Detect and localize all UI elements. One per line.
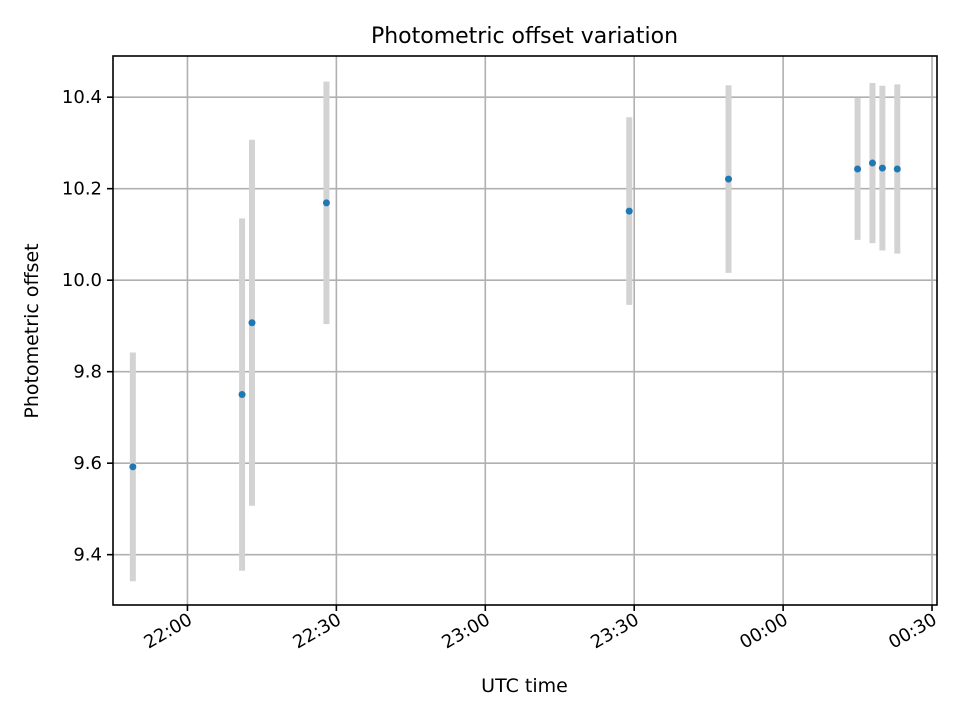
data-point bbox=[878, 164, 886, 172]
data-point bbox=[725, 175, 733, 183]
y-tick-label: 10.4 bbox=[62, 87, 102, 108]
y-axis-label: Photometric offset bbox=[21, 243, 43, 418]
data-point bbox=[893, 165, 901, 173]
data-point bbox=[322, 199, 330, 207]
data-point bbox=[868, 159, 876, 167]
x-axis-label: UTC time bbox=[481, 675, 568, 697]
y-tick-label: 9.6 bbox=[73, 453, 102, 474]
data-point bbox=[238, 391, 246, 399]
axis-ticks: 22:00 22:30 23:00 23:30 00:00 00:30 9.4 9.6 9.8 1… bbox=[62, 87, 941, 653]
y-tick-label: 10.2 bbox=[62, 179, 102, 200]
x-tick-label: 23:30 bbox=[587, 609, 642, 653]
chart-title: Photometric offset variation bbox=[371, 24, 678, 49]
grid bbox=[113, 56, 937, 605]
y-tick-label: 9.4 bbox=[73, 545, 102, 566]
plot-area bbox=[129, 81, 901, 582]
data-point bbox=[625, 207, 633, 215]
y-tick-label: 10.0 bbox=[62, 270, 102, 291]
x-tick-label: 23:00 bbox=[438, 609, 493, 653]
x-tick-label: 22:00 bbox=[141, 609, 196, 653]
axes-frame bbox=[112, 55, 938, 606]
x-tick-label: 00:00 bbox=[736, 609, 791, 653]
x-tick-label: 22:30 bbox=[289, 609, 344, 653]
data-point bbox=[129, 463, 137, 471]
x-tick-label: 00:30 bbox=[885, 609, 940, 653]
y-tick-label: 9.8 bbox=[73, 362, 102, 383]
data-point bbox=[248, 319, 256, 327]
data-point bbox=[854, 165, 862, 173]
